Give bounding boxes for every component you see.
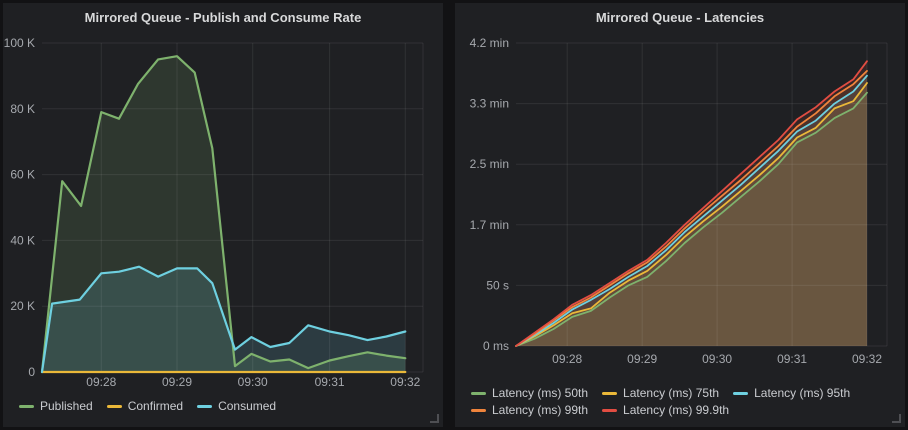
panel-title-publish-consume-rate[interactable]: Mirrored Queue - Publish and Consume Rat…: [84, 10, 362, 25]
x-axis-tick-label: 09:28: [552, 352, 582, 366]
y-axis-tick-label: 50 s: [486, 278, 509, 292]
latency-chart-legend: Latency (ms) 50th Latency (ms) 75th Latenc…: [471, 386, 895, 417]
legend-color-dash-icon: [19, 404, 34, 408]
legend-color-dash-icon: [471, 408, 486, 412]
x-axis-tick-label: 09:29: [162, 375, 192, 389]
panel-title-latencies[interactable]: Mirrored Queue - Latencies: [595, 10, 765, 25]
legend-color-dash-icon: [602, 408, 618, 412]
legend-color-dash-icon: [471, 391, 486, 395]
panel-resize-grip-icon[interactable]: [430, 414, 439, 423]
legend-label: Consumed: [218, 399, 277, 413]
panel-latencies: Mirrored Queue - Latencies 0 ms 50 s 1.7 m…: [455, 3, 905, 427]
legend-label: Published: [40, 399, 93, 413]
legend-color-dash-icon: [733, 391, 749, 395]
latency-chart[interactable]: 0 ms 50 s 1.7 min 2.5 min 3.3 min 4.2 min 09:2…: [455, 29, 905, 377]
legend-item[interactable]: Published: [19, 399, 93, 413]
x-axis-tick-label: 09:30: [238, 375, 268, 389]
x-axis-tick-label: 09:31: [315, 375, 345, 389]
legend-label: Latency (ms) 99.9th: [623, 403, 730, 417]
legend-item[interactable]: Latency (ms) 50th: [471, 386, 588, 400]
y-axis-tick-label: 80 K: [10, 102, 35, 116]
y-axis-tick-label: 0 ms: [483, 339, 509, 353]
y-axis-tick-label: 20 K: [10, 299, 35, 313]
legend-item[interactable]: Latency (ms) 99th: [471, 403, 588, 417]
x-axis-tick-label: 09:31: [777, 352, 807, 366]
legend-item[interactable]: Confirmed: [106, 399, 184, 413]
rate-chart-legend: Published Confirmed Consumed: [19, 399, 433, 413]
y-axis-tick-label: 100 K: [4, 36, 35, 50]
legend-item[interactable]: Consumed: [197, 399, 276, 413]
y-axis-tick-label: 4.2 min: [470, 36, 509, 50]
y-axis-tick-label: 60 K: [10, 168, 35, 182]
y-axis-tick-label: 0: [28, 365, 35, 379]
x-axis-tick-label: 09:28: [86, 375, 116, 389]
legend-item[interactable]: Latency (ms) 99.9th: [602, 403, 729, 417]
legend-item[interactable]: Latency (ms) 95th: [733, 386, 850, 400]
legend-label: Latency (ms) 75th: [623, 386, 720, 400]
legend-item[interactable]: Latency (ms) 75th: [602, 386, 719, 400]
y-axis-tick-label: 40 K: [10, 233, 35, 247]
legend-label: Latency (ms) 50th: [492, 386, 589, 400]
x-axis-tick-label: 09:29: [627, 352, 657, 366]
legend-color-dash-icon: [197, 404, 213, 408]
y-axis-tick-label: 3.3 min: [470, 97, 509, 111]
legend-color-dash-icon: [106, 404, 122, 408]
panel-resize-grip-icon[interactable]: [892, 414, 901, 423]
x-axis-tick-label: 09:30: [702, 352, 732, 366]
legend-label: Confirmed: [127, 399, 184, 413]
legend-label: Latency (ms) 99th: [492, 403, 589, 417]
x-axis-tick-label: 09:32: [852, 352, 882, 366]
legend-color-dash-icon: [602, 391, 618, 395]
y-axis-tick-label: 2.5 min: [470, 157, 509, 171]
legend-label: Latency (ms) 95th: [754, 386, 851, 400]
y-axis-tick-label: 1.7 min: [470, 218, 509, 232]
panel-publish-consume-rate: Mirrored Queue - Publish and Consume Rat…: [3, 3, 443, 427]
x-axis-tick-label: 09:32: [390, 375, 420, 389]
rate-chart[interactable]: 0 20 K 40 K 60 K 80 K 100 K 09:28 09:29 09:30 09:…: [3, 29, 443, 395]
